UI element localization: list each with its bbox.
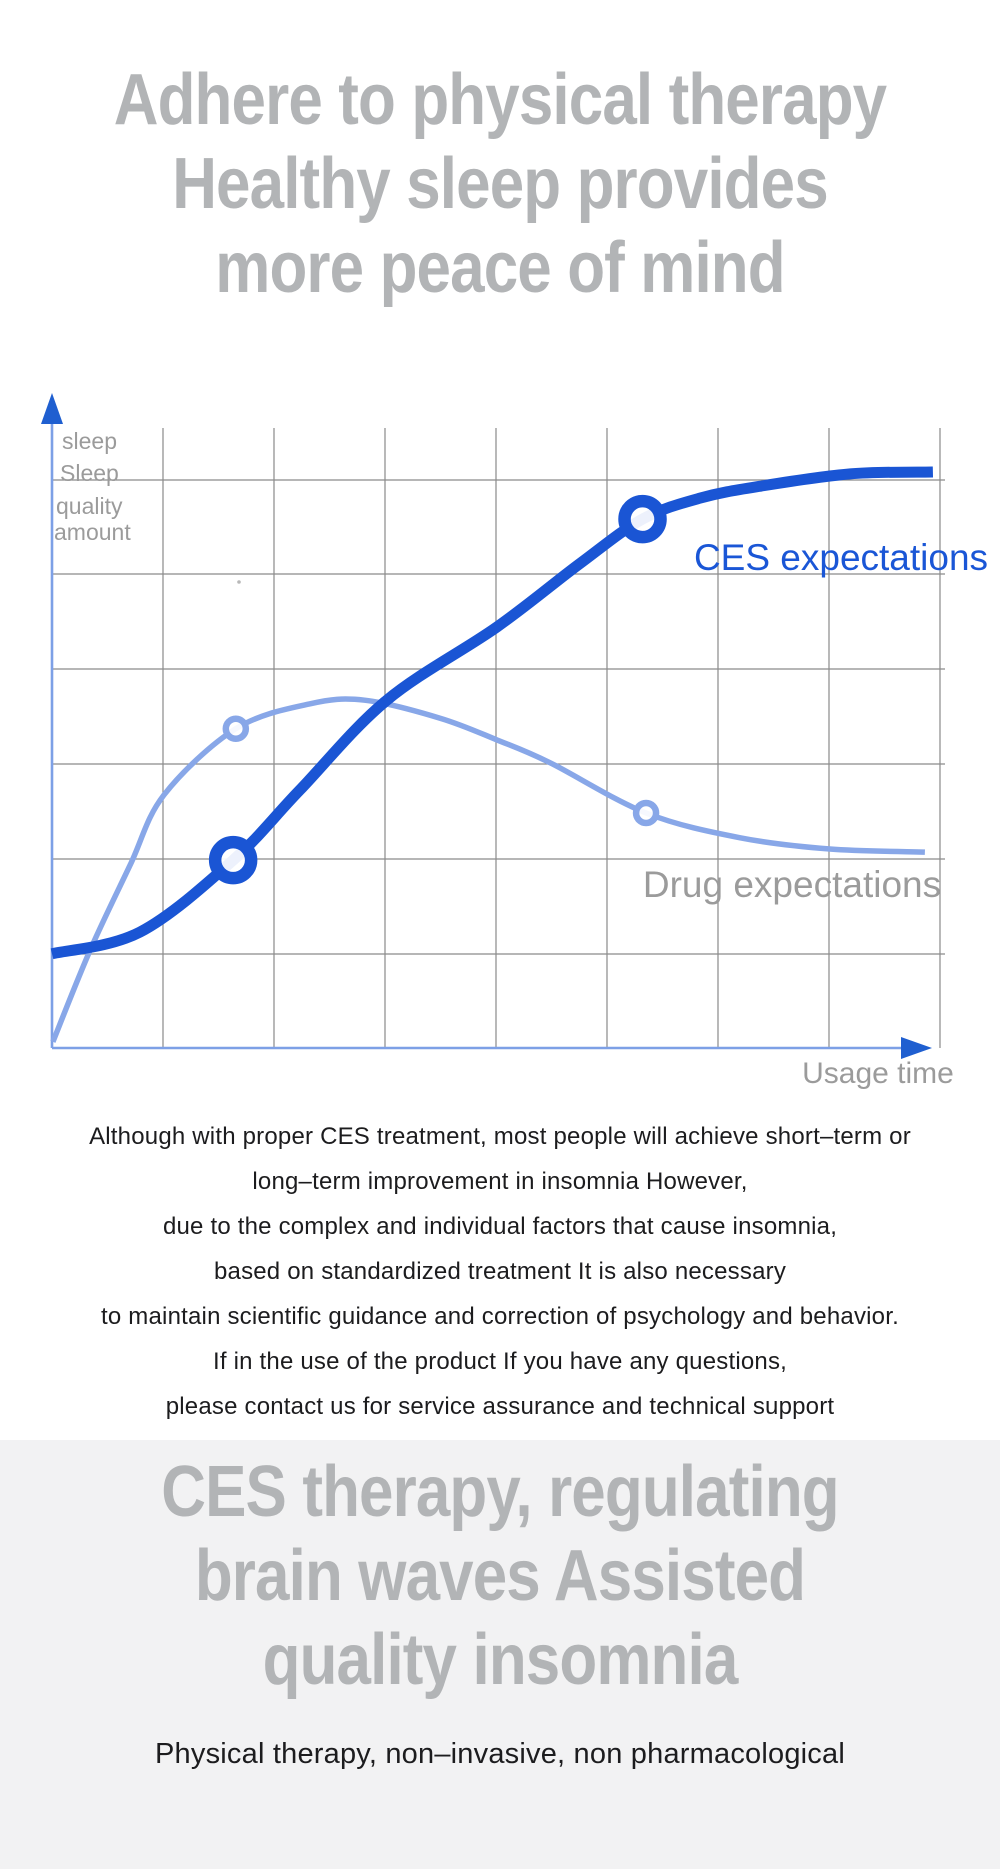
y-axis-label-line-4: amount — [54, 519, 131, 545]
body-line: Although with proper CES treatment, most… — [89, 1123, 911, 1150]
chart-grid — [52, 428, 945, 1048]
hero-heading-line-1: Adhere to physical therapy — [113, 60, 887, 140]
body-line: long–term improvement in insomnia Howeve… — [252, 1168, 748, 1195]
hero-heading-line-3: more peace of mind — [215, 228, 785, 308]
ces-series-label: CES expectations — [694, 537, 988, 578]
drug-series-label: Drug expectations — [643, 864, 941, 905]
section-subtitle: Physical therapy, non–invasive, non phar… — [155, 1738, 845, 1770]
hero-heading-line-2: Healthy sleep provides — [172, 144, 828, 224]
section-heading-line-2: brain waves Assisted — [194, 1536, 806, 1616]
y-axis-arrow-icon — [41, 393, 63, 424]
y-axis-label-line-2: Sleep — [60, 460, 119, 486]
y-axis-label-line-1: sleep — [62, 428, 117, 454]
section-heading: CES therapy, regulating brain waves Assi… — [70, 1450, 930, 1702]
body-line: If in the use of the product If you have… — [212, 1348, 788, 1375]
body-line: to maintain scientific guidance and corr… — [101, 1303, 899, 1330]
expectations-chart: sleep Sleep quality amount CES expectati… — [0, 380, 1000, 1100]
curve-drug-expectations — [50, 696, 925, 1043]
ces-therapy-section: CES therapy, regulating brain waves Assi… — [0, 1440, 1000, 1869]
chart-series — [50, 466, 934, 1043]
data-point-marker — [222, 715, 250, 742]
data-point-marker — [208, 835, 258, 885]
x-axis-arrow-icon — [901, 1037, 932, 1059]
data-point-marker — [618, 494, 667, 544]
data-point-marker — [632, 799, 660, 827]
body-line: please contact us for service assurance … — [165, 1393, 835, 1420]
body-paragraph: Although with proper CES treatment, most… — [0, 1114, 1000, 1429]
chart-svg: sleep Sleep quality amount CES expectati… — [41, 393, 988, 1090]
section-heading-line-3: quality insomnia — [262, 1620, 739, 1700]
stray-mark — [237, 580, 241, 584]
section-heading-line-1: CES therapy, regulating — [161, 1452, 839, 1532]
body-line: based on standardized treatment It is al… — [213, 1258, 787, 1285]
body-line: due to the complex and individual factor… — [162, 1213, 838, 1240]
hero-heading: Adhere to physical therapy Healthy sleep… — [70, 58, 930, 310]
y-axis-label-line-3: quality — [56, 493, 123, 519]
x-axis-label: Usage time — [802, 1057, 954, 1090]
